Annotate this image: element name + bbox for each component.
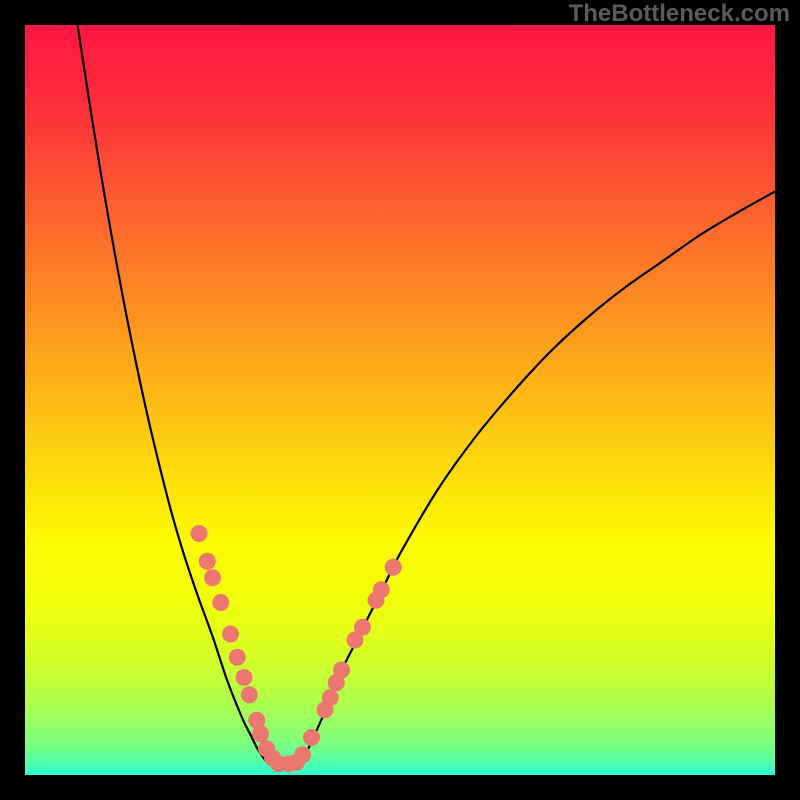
gradient-background [25, 25, 775, 775]
data-marker [229, 649, 246, 666]
data-marker [191, 525, 208, 542]
data-marker [322, 689, 339, 706]
data-marker [354, 619, 371, 636]
data-marker [236, 669, 253, 686]
data-marker [204, 569, 221, 586]
data-marker [294, 746, 311, 763]
data-marker [199, 553, 216, 570]
chart-stage: TheBottleneck.com [0, 0, 800, 800]
watermark-text: TheBottleneck.com [569, 0, 790, 28]
data-marker [333, 662, 350, 679]
data-marker [373, 581, 390, 598]
data-marker [222, 626, 239, 643]
data-marker [303, 729, 320, 746]
bottleneck-curve-plot [25, 25, 775, 775]
data-marker [385, 559, 402, 576]
data-marker [212, 594, 229, 611]
data-marker [252, 725, 269, 742]
data-marker [241, 686, 258, 703]
